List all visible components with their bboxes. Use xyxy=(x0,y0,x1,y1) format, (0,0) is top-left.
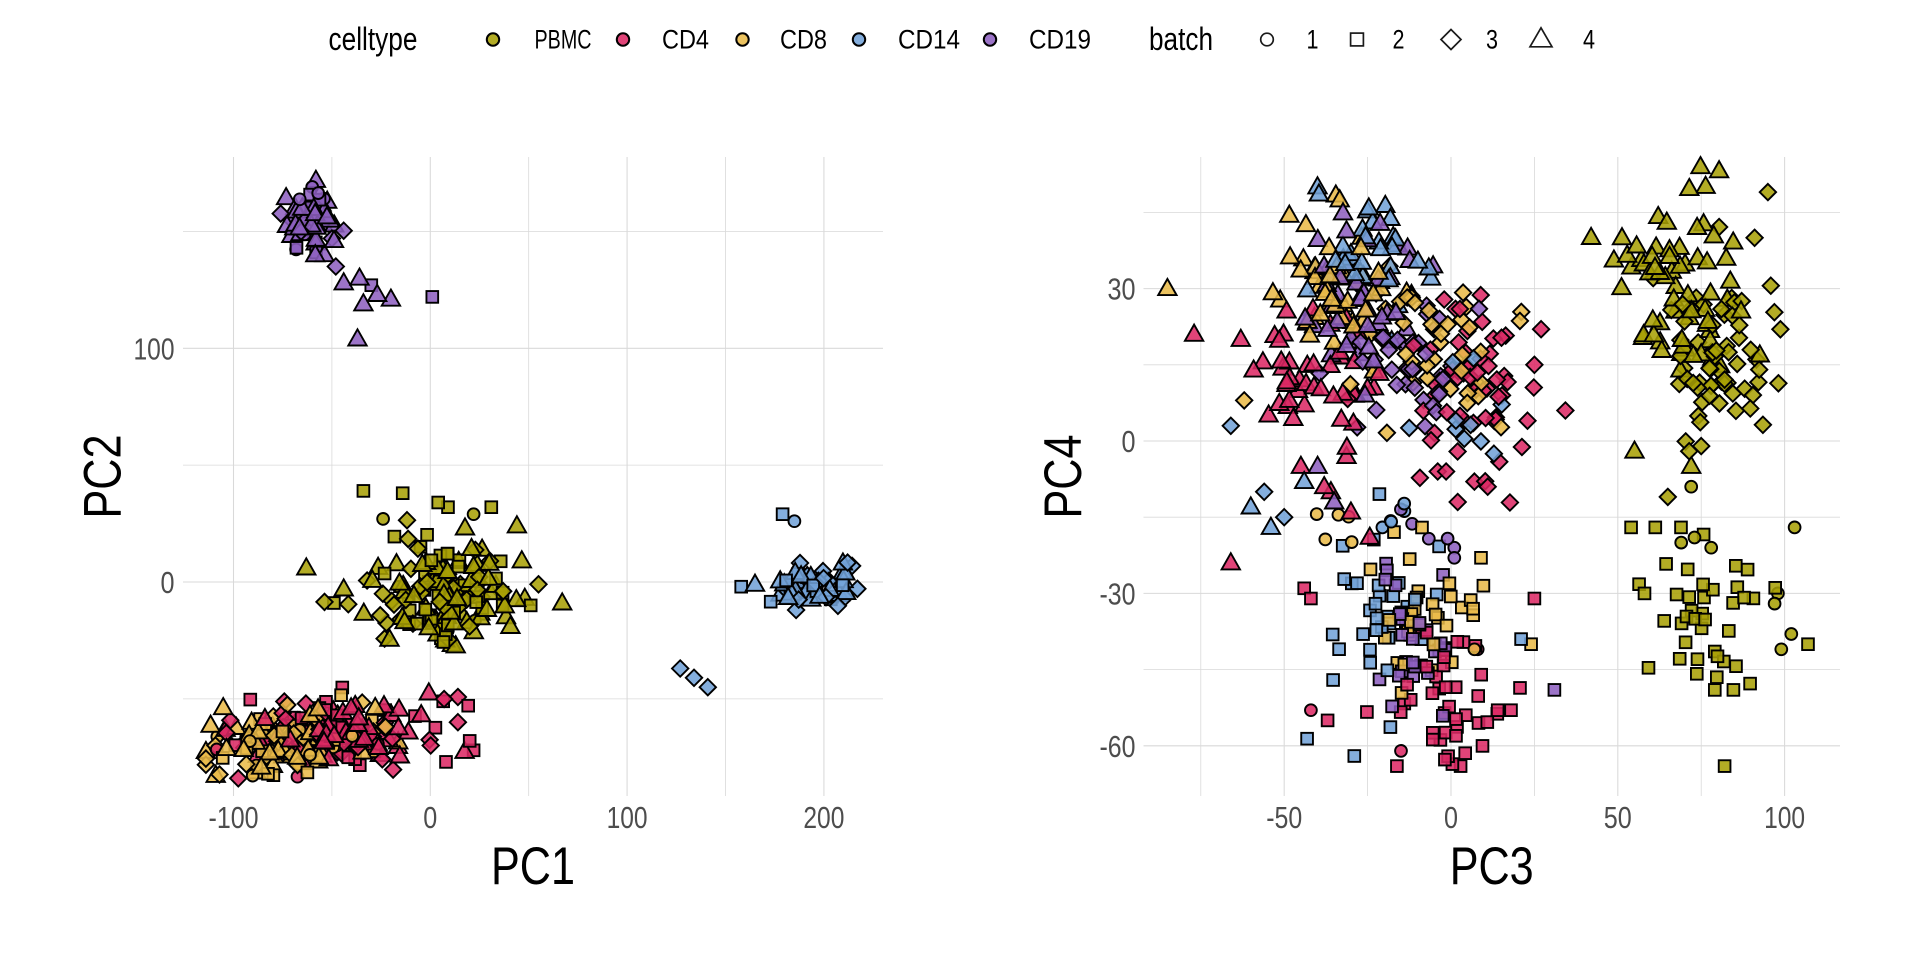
svg-text:CD4: CD4 xyxy=(662,25,709,55)
svg-text:30: 30 xyxy=(1108,272,1136,307)
svg-text:PC2: PC2 xyxy=(74,435,133,519)
svg-text:PC3: PC3 xyxy=(1450,837,1534,896)
svg-text:PC4: PC4 xyxy=(1034,435,1093,519)
svg-text:4: 4 xyxy=(1583,25,1595,55)
svg-text:0: 0 xyxy=(1122,424,1136,459)
svg-text:1: 1 xyxy=(1307,25,1319,55)
svg-text:3: 3 xyxy=(1486,25,1498,55)
svg-text:CD19: CD19 xyxy=(1029,25,1091,55)
svg-text:200: 200 xyxy=(803,800,844,835)
svg-text:batch: batch xyxy=(1149,21,1213,57)
svg-text:0: 0 xyxy=(161,565,175,600)
svg-text:-60: -60 xyxy=(1100,729,1136,764)
svg-text:100: 100 xyxy=(607,800,648,835)
svg-text:-50: -50 xyxy=(1266,800,1302,835)
svg-text:PBMC: PBMC xyxy=(535,25,592,55)
svg-text:-30: -30 xyxy=(1100,576,1136,611)
svg-text:0: 0 xyxy=(423,800,437,835)
svg-text:-100: -100 xyxy=(209,800,259,835)
svg-text:CD8: CD8 xyxy=(780,25,827,55)
svg-text:50: 50 xyxy=(1604,800,1632,835)
svg-text:0: 0 xyxy=(1444,800,1458,835)
svg-text:celltype: celltype xyxy=(329,21,418,57)
svg-text:PC1: PC1 xyxy=(491,837,575,896)
svg-text:CD14: CD14 xyxy=(898,25,960,55)
svg-text:100: 100 xyxy=(134,331,175,366)
svg-text:100: 100 xyxy=(1764,800,1805,835)
svg-text:2: 2 xyxy=(1393,25,1405,55)
